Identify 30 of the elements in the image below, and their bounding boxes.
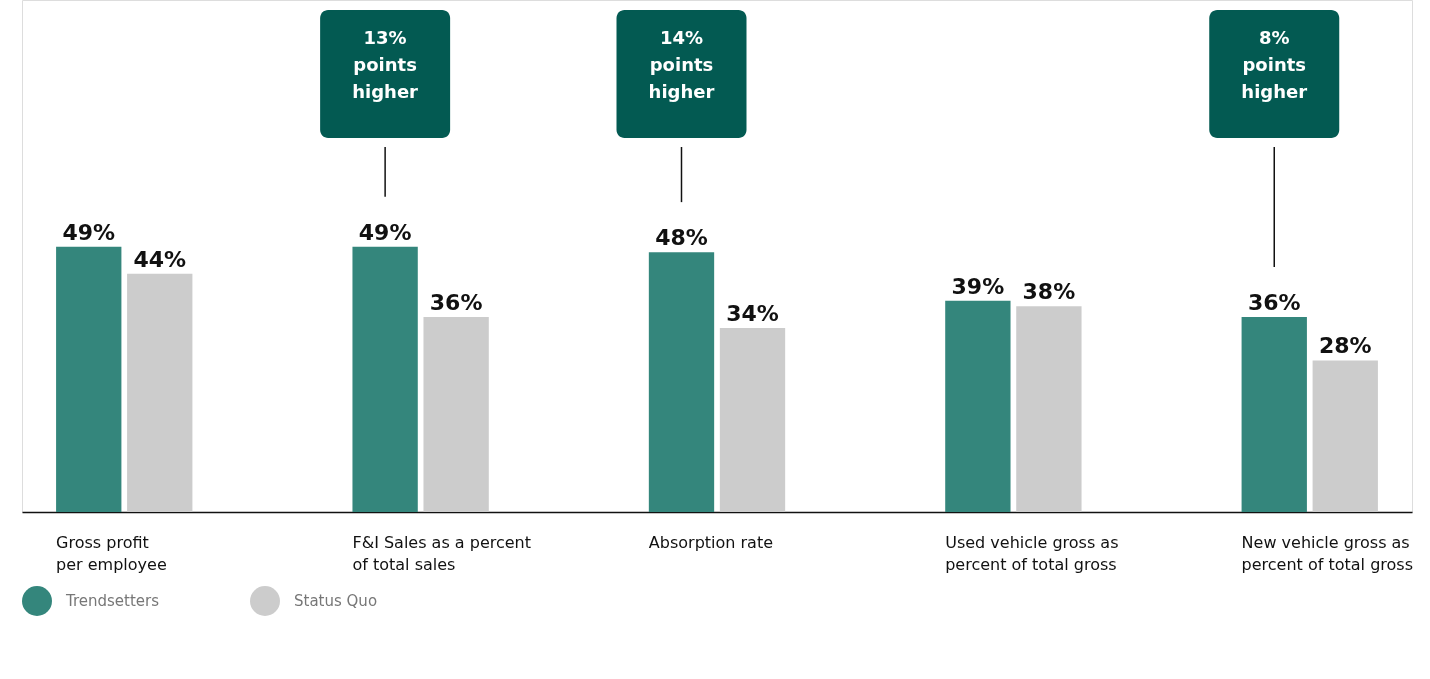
bar (56, 246, 122, 512)
bar (127, 273, 193, 512)
data-label: 38% (1022, 279, 1076, 305)
x-tick-label: Gross profit per employee (56, 532, 167, 574)
data-label: 28% (1318, 333, 1372, 359)
legend-label: Status Quo (294, 592, 378, 610)
data-label: 39% (951, 273, 1005, 299)
bar (352, 246, 418, 512)
bar (423, 317, 489, 512)
bar (1241, 317, 1307, 512)
x-tick-label: Absorption rate (648, 532, 774, 552)
bar (719, 327, 786, 512)
x-tick-label: F&I Sales as a percent of total sales (352, 532, 532, 574)
x-tick-label: New vehicle gross as percent of total gross (1241, 532, 1413, 574)
data-label: 36% (1247, 290, 1301, 316)
data-label: 36% (429, 290, 483, 316)
text: 13% points higher (352, 27, 419, 102)
text: 8% points higher (1241, 27, 1308, 102)
bar (1016, 306, 1082, 512)
bar (648, 252, 715, 512)
data-label: 49% (358, 219, 412, 245)
text: 14% points higher (648, 27, 715, 102)
data-label: 44% (133, 246, 187, 272)
data-label: 34% (726, 300, 779, 326)
x-tick-label: Used vehicle gross as percent of total gross (945, 532, 1119, 574)
data-label: 49% (62, 219, 116, 245)
bar (1312, 360, 1378, 512)
legend-label: Trendsetters (65, 592, 160, 610)
data-label: 48% (655, 225, 708, 251)
bar (945, 300, 1011, 512)
